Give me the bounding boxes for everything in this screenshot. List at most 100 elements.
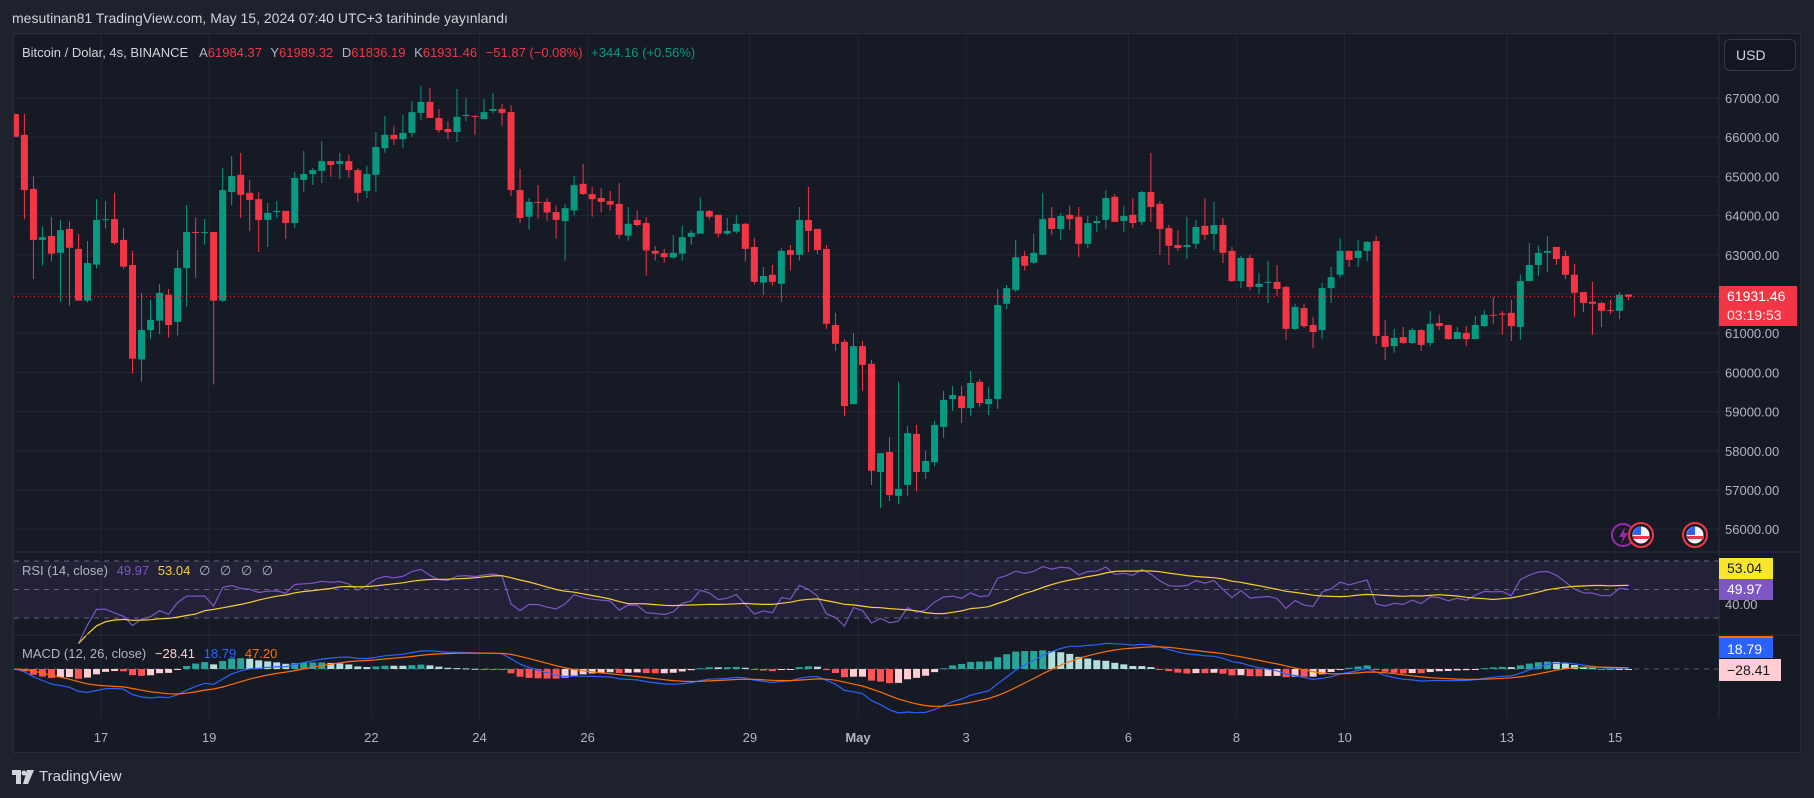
candle[interactable] (1138, 190, 1146, 226)
candle[interactable] (1273, 264, 1281, 296)
candle[interactable] (895, 381, 903, 505)
candle[interactable] (1525, 243, 1533, 282)
candle[interactable] (1624, 294, 1632, 301)
candle[interactable] (1561, 250, 1569, 280)
candle[interactable] (913, 424, 921, 492)
candle[interactable] (931, 421, 939, 467)
candle[interactable] (138, 292, 146, 382)
candle[interactable] (840, 339, 848, 416)
candle[interactable] (732, 214, 740, 234)
candle[interactable] (372, 132, 380, 193)
candle[interactable] (1201, 197, 1209, 240)
candle[interactable] (1192, 219, 1200, 249)
candle[interactable] (498, 103, 506, 126)
candle[interactable] (678, 225, 686, 261)
candle[interactable] (1435, 314, 1443, 331)
candle[interactable] (813, 228, 821, 255)
candle[interactable] (1219, 217, 1227, 264)
candle[interactable] (1210, 201, 1218, 251)
candle[interactable] (273, 201, 281, 218)
candle[interactable] (1462, 326, 1470, 347)
candle[interactable] (264, 203, 272, 247)
candle[interactable] (111, 192, 119, 245)
candle[interactable] (777, 248, 785, 302)
candle[interactable] (300, 150, 308, 193)
candle[interactable] (1021, 250, 1029, 271)
events[interactable] (1611, 522, 1708, 548)
candle[interactable] (1489, 297, 1497, 324)
candle[interactable] (579, 163, 587, 195)
footer-brand[interactable]: TradingView (12, 768, 122, 785)
candle[interactable] (1039, 192, 1047, 255)
us-flag-icon[interactable] (1682, 522, 1708, 548)
candle[interactable] (408, 101, 416, 138)
symbol-legend[interactable]: Bitcoin / Dolar, 4s, BINANCE A61984.37 Y… (22, 45, 700, 60)
candle[interactable] (363, 165, 371, 198)
candle[interactable] (65, 221, 73, 306)
candle[interactable] (669, 234, 677, 259)
candle[interactable] (597, 188, 605, 213)
candle[interactable] (47, 217, 55, 262)
candle[interactable] (327, 161, 335, 177)
candle[interactable] (1057, 212, 1065, 240)
candle[interactable] (1516, 274, 1524, 340)
candle[interactable] (165, 288, 173, 338)
candle[interactable] (426, 87, 434, 118)
candle[interactable] (354, 168, 362, 202)
candle[interactable] (1444, 324, 1452, 340)
candle[interactable] (38, 226, 46, 266)
candle[interactable] (1471, 315, 1479, 340)
candle[interactable] (922, 450, 930, 480)
candle[interactable] (129, 250, 137, 374)
symbol-name[interactable]: Bitcoin / Dolar, 4s, BINANCE (22, 45, 189, 60)
candle[interactable] (786, 245, 794, 271)
candle[interactable] (20, 114, 28, 220)
candle[interactable] (606, 190, 614, 211)
candle[interactable] (741, 223, 749, 262)
candle[interactable] (1066, 205, 1074, 231)
candle[interactable] (1255, 272, 1263, 294)
candle[interactable] (1417, 328, 1425, 351)
candle[interactable] (985, 386, 993, 416)
candle[interactable] (83, 241, 91, 303)
candle[interactable] (336, 152, 344, 180)
candle[interactable] (1606, 299, 1614, 314)
candle[interactable] (1147, 152, 1155, 222)
candle[interactable] (1030, 234, 1038, 264)
candle[interactable] (1093, 215, 1101, 233)
candle[interactable] (976, 379, 984, 407)
candle[interactable] (210, 232, 218, 385)
candle[interactable] (1345, 250, 1353, 267)
candle[interactable] (291, 172, 299, 228)
candle[interactable] (795, 206, 803, 261)
candle[interactable] (12, 113, 19, 137)
candle[interactable] (1597, 301, 1605, 327)
candle[interactable] (1120, 205, 1128, 233)
candle[interactable] (516, 168, 524, 224)
candle[interactable] (1372, 235, 1380, 344)
candle[interactable] (696, 197, 704, 234)
candle[interactable] (570, 176, 578, 216)
candle[interactable] (940, 390, 948, 438)
candle[interactable] (1291, 303, 1299, 331)
candle[interactable] (489, 92, 497, 113)
macd-title[interactable]: MACD (12, 26, close) (22, 646, 147, 661)
candle[interactable] (156, 283, 164, 334)
candle[interactable] (1588, 281, 1596, 335)
candle[interactable] (1309, 317, 1317, 349)
candle[interactable] (624, 206, 632, 241)
candle[interactable] (92, 199, 100, 269)
rsi-legend[interactable]: RSI (14, close) 49.97 53.04 ∅ ∅ ∅ ∅ (22, 563, 278, 579)
candle[interactable] (552, 205, 560, 239)
candle[interactable] (949, 386, 957, 411)
candle[interactable] (1534, 245, 1542, 276)
candle[interactable] (877, 453, 885, 509)
candle[interactable] (381, 116, 389, 153)
chart-frame[interactable] (13, 33, 1801, 753)
candle[interactable] (1336, 237, 1344, 278)
candle[interactable] (994, 288, 1002, 409)
candle[interactable] (1570, 263, 1578, 318)
candle[interactable] (1156, 201, 1164, 255)
candle[interactable] (1543, 235, 1551, 273)
